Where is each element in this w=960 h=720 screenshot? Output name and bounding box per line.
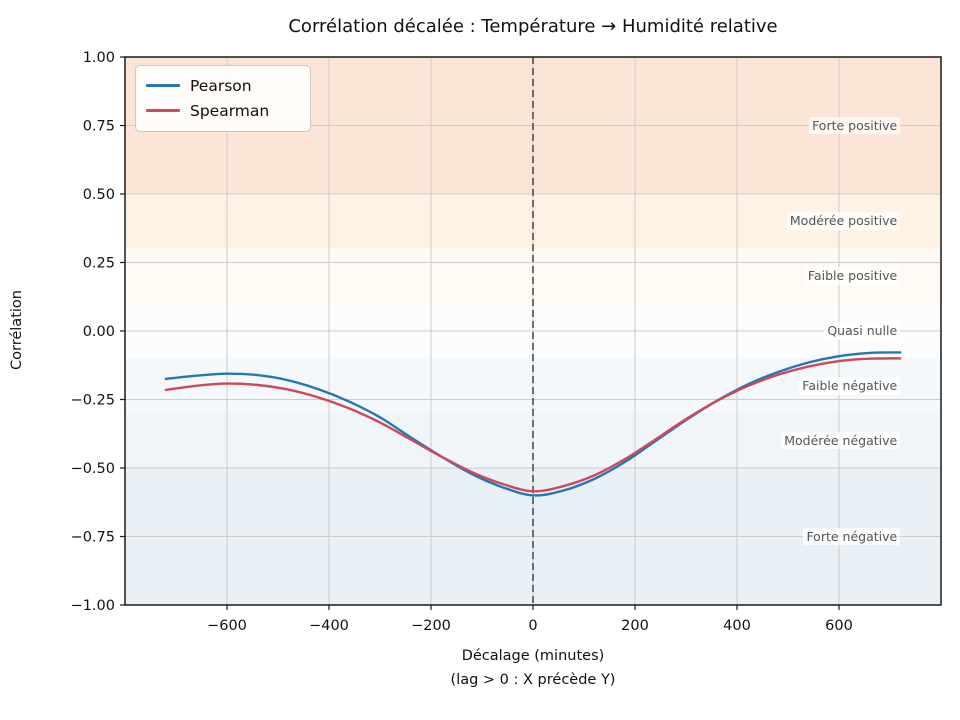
zone-label: Modérée négative xyxy=(781,431,901,450)
y-tick-label: 1.00 xyxy=(83,50,115,66)
pearson-line-swatch xyxy=(146,84,180,87)
legend-item-pearson: Pearson xyxy=(146,73,298,98)
zone-label: Forte positive xyxy=(809,116,901,135)
legend-label-pearson: Pearson xyxy=(190,76,252,95)
x-tick-label: −600 xyxy=(207,618,247,634)
y-tick-label: 0.75 xyxy=(83,119,115,135)
y-tick-label: −0.75 xyxy=(71,530,115,546)
x-axis-sublabel: (lag > 0 : X précède Y) xyxy=(450,672,616,688)
y-tick-label: −0.50 xyxy=(71,461,115,477)
x-tick-label: −400 xyxy=(309,618,349,634)
y-tick-label: 0.25 xyxy=(83,256,115,272)
spearman-line-swatch xyxy=(146,109,180,112)
y-axis-label: Corrélation xyxy=(9,290,25,370)
zone-label: Modérée positive xyxy=(786,212,901,231)
zone-label: Faible négative xyxy=(799,376,901,395)
x-tick-label: 200 xyxy=(621,618,649,634)
zone-label: Quasi nulle xyxy=(824,322,901,340)
zone-label: Forte négative xyxy=(803,527,901,546)
x-tick-label: 400 xyxy=(723,618,751,634)
zone-label: Faible positive xyxy=(804,267,901,286)
y-tick-label: −1.00 xyxy=(71,598,115,614)
x-tick-label: −200 xyxy=(411,618,451,634)
legend: Pearson Spearman xyxy=(135,65,311,132)
chart-title: Corrélation décalée : Température → Humi… xyxy=(288,16,778,37)
x-tick-label: 600 xyxy=(825,618,853,634)
legend-label-spearman: Spearman xyxy=(190,101,270,120)
y-tick-label: 0.50 xyxy=(83,187,115,203)
y-tick-label: 0.00 xyxy=(83,324,115,340)
spearman-curve xyxy=(164,357,902,493)
legend-item-spearman: Spearman xyxy=(146,98,298,123)
pearson-curve xyxy=(164,351,902,497)
x-axis-label: Décalage (minutes) xyxy=(461,648,605,664)
y-tick-label: −0.25 xyxy=(71,393,115,409)
x-tick-label: 0 xyxy=(528,618,537,634)
